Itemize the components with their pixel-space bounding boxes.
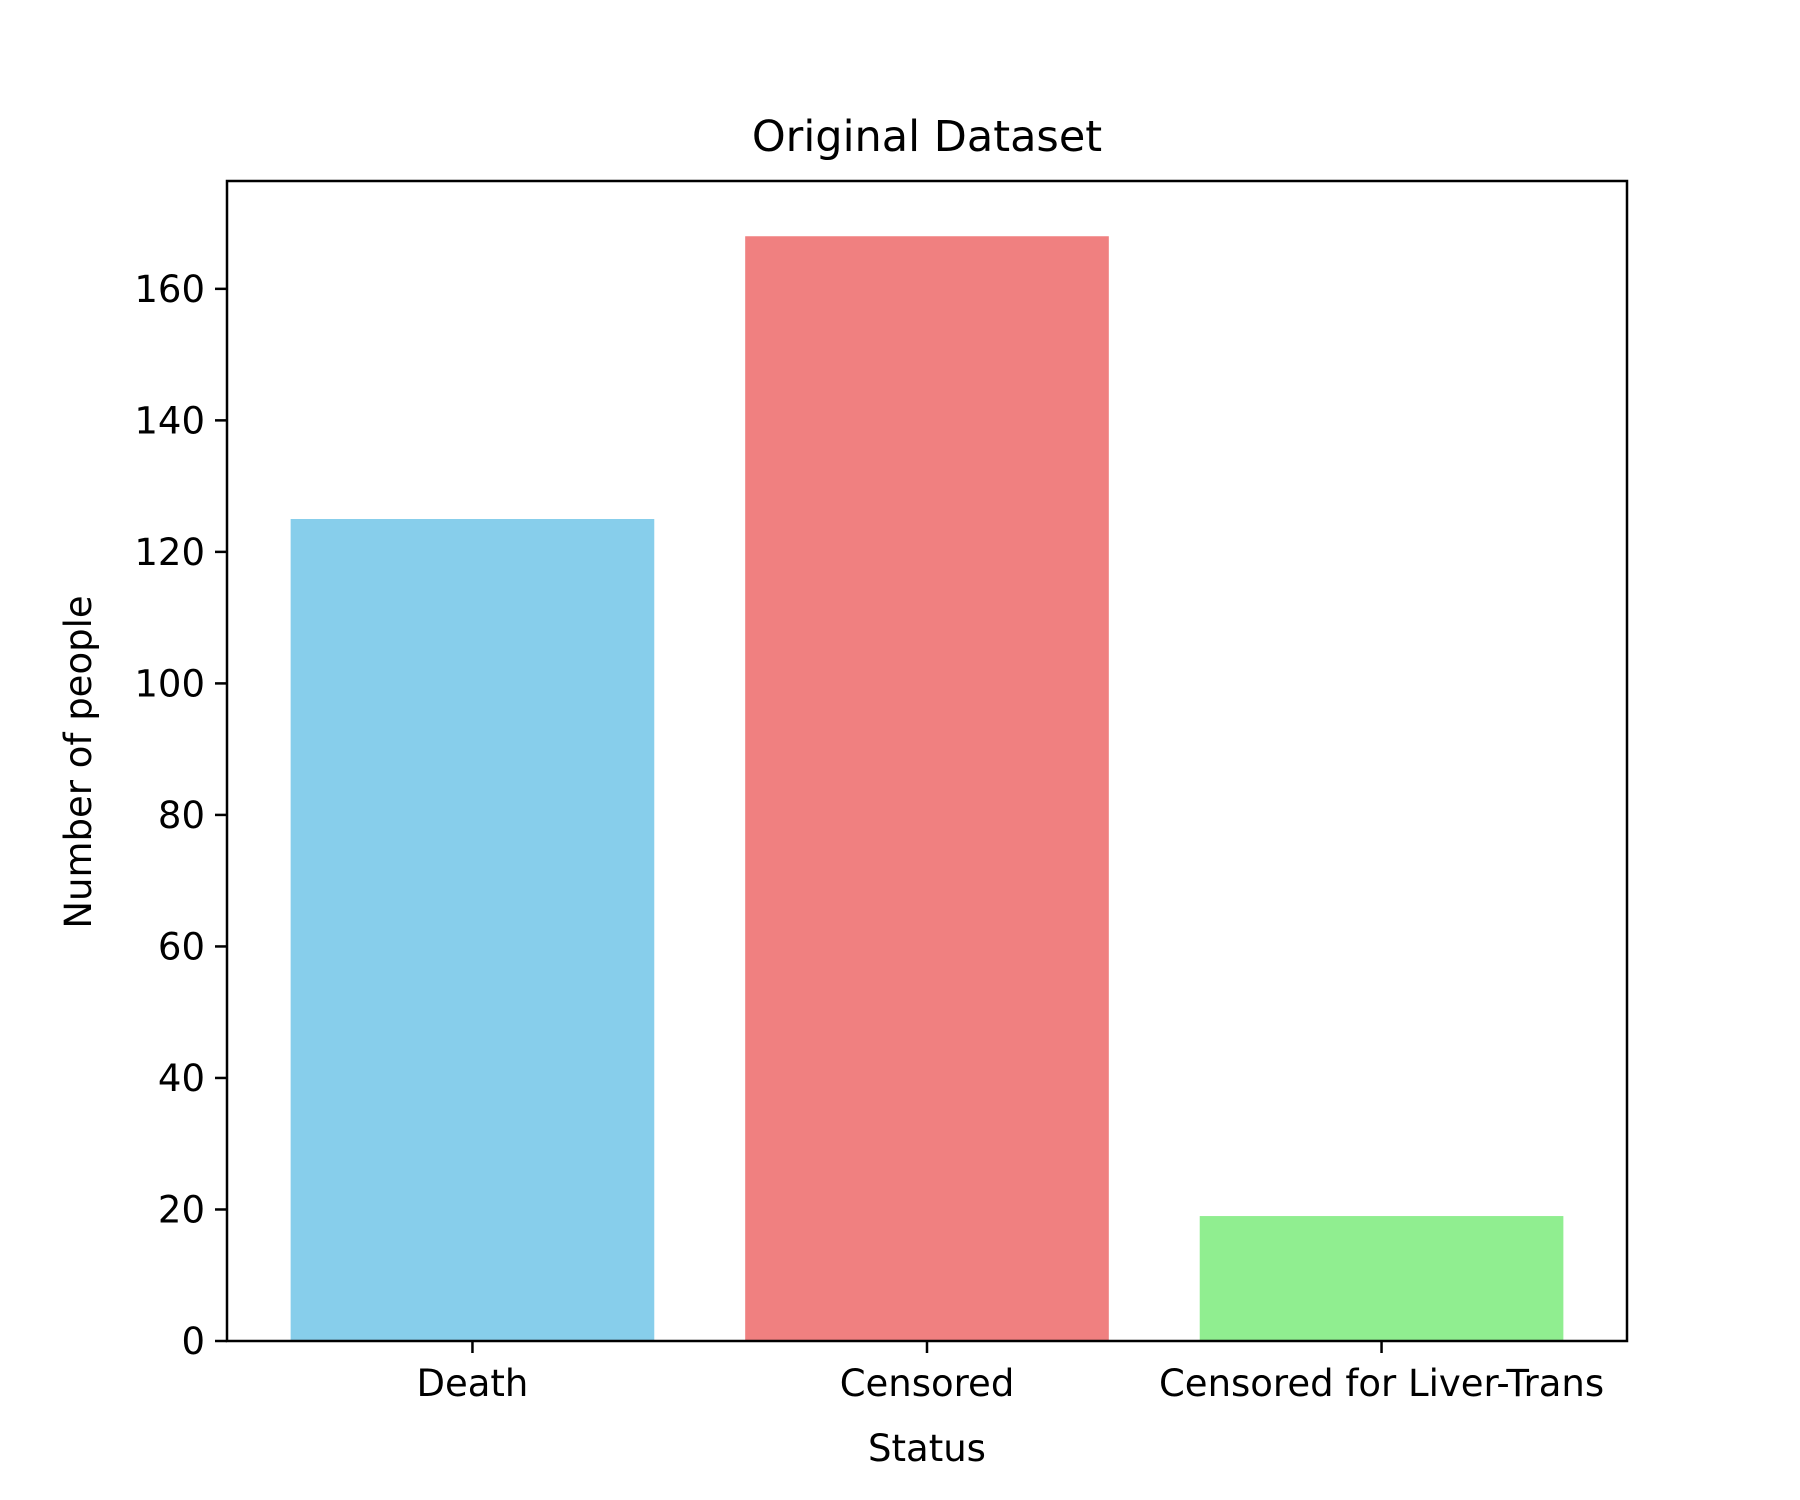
x-axis-label: Status — [868, 1427, 986, 1470]
bar-censored-for-liver-trans — [1199, 1216, 1564, 1341]
y-tick-label: 0 — [181, 1320, 205, 1363]
y-axis-ticks: 0 20 40 60 80 100 120 140 160 — [134, 268, 227, 1363]
y-tick-label: 100 — [134, 662, 205, 705]
x-tick-label: Censored — [840, 1362, 1015, 1405]
plot-area-frame — [225, 179, 1629, 1343]
y-tick-label: 60 — [158, 925, 205, 968]
x-tick-label: Death — [417, 1362, 529, 1405]
bar-censored — [745, 236, 1109, 1342]
y-tick-label: 120 — [134, 531, 205, 574]
y-tick-label: 160 — [134, 268, 205, 311]
bar-death — [290, 519, 655, 1341]
x-axis-ticks: Death Censored Censored for Liver-Trans — [417, 1341, 1604, 1405]
x-tick-label: Censored for Liver-Trans — [1159, 1362, 1604, 1405]
y-tick-label: 20 — [158, 1188, 205, 1231]
y-tick-label: 40 — [158, 1057, 205, 1100]
chart-title: Original Dataset — [752, 112, 1102, 162]
y-tick-label: 80 — [158, 794, 205, 837]
y-axis-label: Number of people — [57, 595, 100, 928]
bars-layer — [290, 236, 1564, 1342]
y-tick-label: 140 — [134, 399, 205, 442]
